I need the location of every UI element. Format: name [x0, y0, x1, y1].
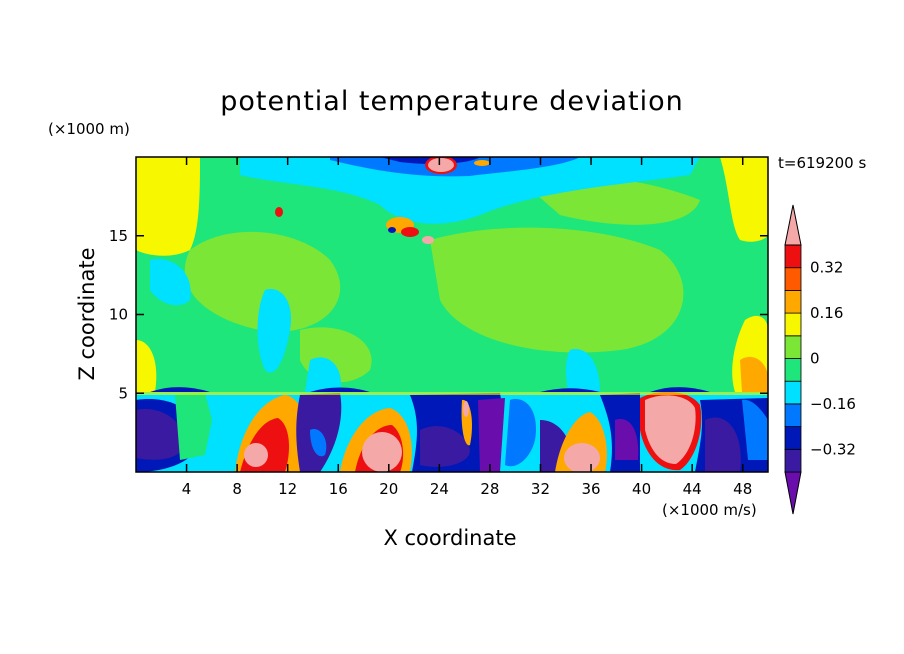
y-axis-units: (×1000 m) [48, 120, 130, 138]
colorbar-extend-high [784, 204, 802, 246]
x-tick-label: 40 [632, 480, 651, 498]
colorbar: 0.32 0.16 0 −0.16 −0.32 [784, 204, 856, 515]
colorbar-segment [784, 448, 802, 473]
colorbar-segment [784, 335, 802, 359]
colorbar-segment [784, 380, 802, 405]
y-tick-label: 10 [109, 306, 128, 324]
x-tick-label: 24 [430, 480, 449, 498]
colorbar-segment [784, 267, 802, 291]
time-label: t=619200 s [778, 154, 867, 172]
x-tick-label: 16 [329, 480, 348, 498]
x-axis-label: X coordinate [383, 526, 517, 550]
x-tick-label: 28 [480, 480, 499, 498]
colorbar-segment [784, 244, 802, 269]
colorbar-tick-label: 0.32 [810, 259, 843, 277]
colorbar-segment [784, 358, 802, 382]
colorbar-extend-low [784, 471, 802, 515]
y-tick-label: 5 [118, 384, 128, 402]
colorbar-tick-label: −0.32 [810, 440, 856, 458]
y-axis-ticks: 5 10 15 [109, 227, 768, 402]
x-tick-label: 36 [581, 480, 600, 498]
x-tick-label: 8 [232, 480, 242, 498]
x-tick-label: 20 [379, 480, 398, 498]
x-tick-label: 48 [733, 480, 752, 498]
x-axis-ticks: 4 8 12 16 20 24 28 32 36 40 44 48 [182, 157, 752, 498]
colorbar-tick-label: 0.16 [810, 304, 843, 322]
chart-title: potential temperature deviation [220, 86, 684, 117]
x-tick-label: 44 [683, 480, 702, 498]
x-tick-label: 4 [182, 480, 192, 498]
colorbar-segment [784, 403, 802, 427]
contour-field [136, 157, 768, 472]
x-tick-label: 32 [531, 480, 550, 498]
x-axis-units: (×1000 m/s) [662, 501, 757, 519]
y-tick-label: 15 [109, 227, 128, 245]
colorbar-tick-label: −0.16 [810, 395, 856, 413]
colorbar-tick-label: 0 [810, 350, 820, 368]
colorbar-segment [784, 289, 802, 314]
x-tick-label: 12 [278, 480, 297, 498]
colorbar-segment [784, 426, 802, 450]
colorbar-segment [784, 312, 802, 337]
